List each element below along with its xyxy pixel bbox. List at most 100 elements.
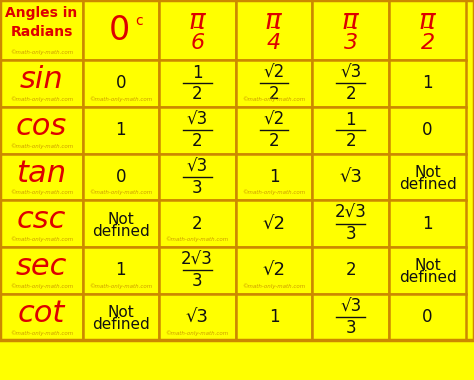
Text: ©math-only-math.com: ©math-only-math.com [10,236,73,242]
Text: cot: cot [18,299,65,328]
Text: cos: cos [16,112,67,141]
Text: 2: 2 [346,132,356,150]
Text: ─: ─ [270,21,278,35]
Text: 2: 2 [269,132,279,150]
Bar [0,0,474,340]
Text: 2√3: 2√3 [335,204,367,222]
Text: Not: Not [414,165,441,180]
Bar [312,60,389,107]
Text: 1: 1 [269,168,279,186]
Bar [236,107,312,154]
Text: 0: 0 [116,168,126,186]
Text: ©math-only-math.com: ©math-only-math.com [89,96,153,102]
Text: 3: 3 [192,272,202,290]
Text: 2: 2 [192,215,202,233]
Text: 1: 1 [422,215,433,233]
Bar [236,154,312,200]
Bar [83,294,159,340]
Bar [236,200,312,247]
Text: 2: 2 [346,85,356,103]
Bar [236,60,312,107]
Text: 3: 3 [346,319,356,337]
Text: Not: Not [414,258,441,273]
Bar [389,0,466,60]
Bar [389,247,466,294]
Text: √3: √3 [187,111,208,128]
Bar [312,107,389,154]
Text: c: c [135,14,143,27]
Text: $\pi$: $\pi$ [188,6,207,35]
Text: defined: defined [92,317,150,332]
Text: defined: defined [399,271,456,285]
Bar [389,294,466,340]
Bar [0,154,83,200]
Bar [159,200,236,247]
Bar [389,200,466,247]
Text: $\pi$: $\pi$ [264,6,283,35]
Text: √2: √2 [264,111,284,128]
Bar [83,200,159,247]
Bar [0,107,83,154]
Text: Not: Not [108,212,134,226]
Text: 0: 0 [422,308,433,326]
Text: ©math-only-math.com: ©math-only-math.com [10,143,73,149]
Bar [83,60,159,107]
Bar [159,60,236,107]
Text: ─: ─ [423,21,432,35]
Text: sin: sin [19,65,64,94]
Text: 2: 2 [192,85,202,103]
Text: 3: 3 [192,179,202,196]
Text: csc: csc [17,205,66,234]
Text: Angles in
Radians: Angles in Radians [5,6,78,39]
Text: sec: sec [16,252,67,281]
Text: √3: √3 [187,157,208,175]
Text: $\pi$: $\pi$ [418,6,437,35]
Text: 0: 0 [422,121,433,139]
Bar [312,247,389,294]
Bar [159,294,236,340]
Bar [159,107,236,154]
Text: $\mathit{0}$: $\mathit{0}$ [108,14,129,46]
Text: ─: ─ [193,21,201,35]
Bar [83,154,159,200]
Text: √2: √2 [264,64,284,82]
Bar [312,0,389,60]
Bar [0,294,83,340]
Text: ©math-only-math.com: ©math-only-math.com [165,330,229,336]
Text: ©math-only-math.com: ©math-only-math.com [242,283,306,289]
Bar [312,200,389,247]
Bar [236,294,312,340]
Bar [0,60,83,107]
Text: defined: defined [92,224,150,239]
Text: ©math-only-math.com: ©math-only-math.com [10,49,73,55]
Text: $\pi$: $\pi$ [341,6,360,35]
Bar [389,154,466,200]
Text: ©math-only-math.com: ©math-only-math.com [89,283,153,289]
Text: 1: 1 [192,64,202,82]
Text: 3: 3 [344,33,358,53]
Bar [0,247,83,294]
Bar [83,247,159,294]
Text: 2: 2 [192,132,202,150]
Text: 4: 4 [267,33,281,53]
Text: ─: ─ [346,21,355,35]
Text: 2: 2 [346,261,356,279]
Text: ©math-only-math.com: ©math-only-math.com [89,190,153,195]
Bar [236,247,312,294]
Bar [236,0,312,60]
Bar [389,107,466,154]
Text: 3: 3 [346,225,356,243]
Text: ©math-only-math.com: ©math-only-math.com [10,96,73,102]
Text: √2: √2 [263,215,285,233]
Text: 1: 1 [116,261,126,279]
Bar [159,154,236,200]
Bar [159,247,236,294]
Text: 0: 0 [116,74,126,92]
Text: defined: defined [399,177,456,192]
Text: √3: √3 [340,64,361,82]
Text: tan: tan [17,158,66,188]
Text: √2: √2 [263,261,285,279]
Text: √3: √3 [186,308,209,326]
Text: ©math-only-math.com: ©math-only-math.com [10,330,73,336]
Text: ©math-only-math.com: ©math-only-math.com [165,236,229,242]
